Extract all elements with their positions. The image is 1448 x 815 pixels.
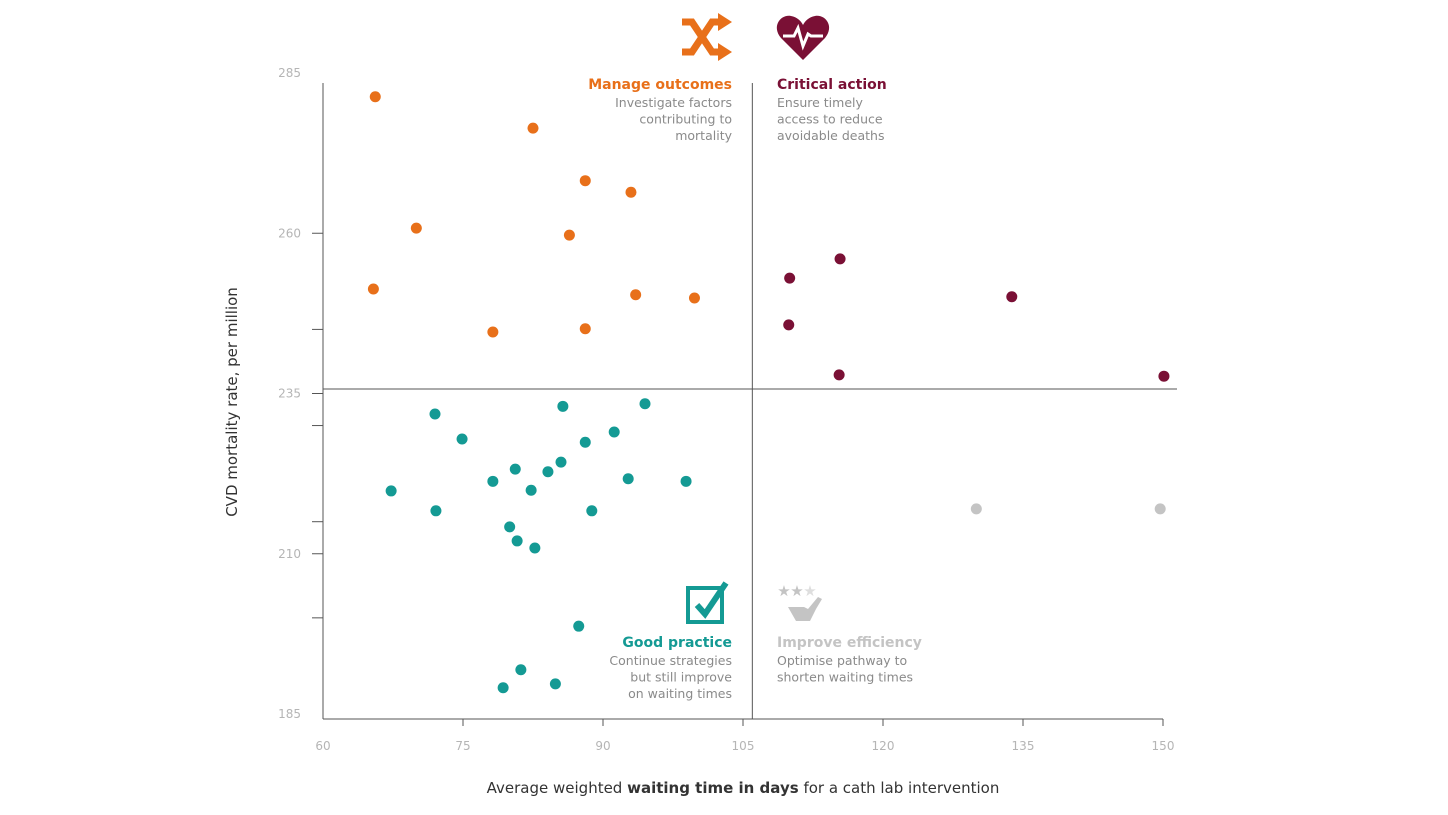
x-axis-label-part: Average weighted bbox=[487, 779, 627, 797]
quadrant-description-line: access to reduce bbox=[777, 112, 883, 127]
quadrant-title-manage: Manage outcomes bbox=[588, 77, 732, 93]
x-tick-label: 150 bbox=[1152, 739, 1175, 753]
data-point-critical bbox=[834, 253, 846, 265]
data-point-good bbox=[385, 485, 397, 497]
data-point-good bbox=[429, 408, 441, 420]
heartbeat-icon bbox=[776, 15, 830, 60]
quadrant-description-line: contributing to bbox=[639, 112, 732, 127]
data-point-good bbox=[430, 505, 442, 517]
data-point-good bbox=[511, 535, 523, 547]
data-point-manage bbox=[367, 283, 379, 295]
star-icon: ★ bbox=[777, 582, 790, 600]
hand-shape bbox=[788, 597, 822, 621]
data-point-good bbox=[579, 436, 591, 448]
quadrant-labels: Manage outcomes Investigate factors contri… bbox=[588, 13, 922, 701]
data-point-good bbox=[525, 484, 537, 496]
checkmark bbox=[694, 581, 729, 619]
x-tick-label: 90 bbox=[595, 739, 610, 753]
data-point-manage bbox=[563, 229, 575, 241]
data-point-manage bbox=[527, 122, 539, 134]
y-tick-label: 210 bbox=[278, 547, 301, 561]
quadrant-description-line: avoidable deaths bbox=[777, 128, 884, 143]
data-point-good bbox=[622, 473, 634, 485]
y-axis-label: CVD mortality rate, per million bbox=[223, 287, 241, 517]
data-point-good bbox=[456, 433, 468, 445]
data-point-improve bbox=[970, 503, 982, 515]
star-icon: ★ bbox=[790, 582, 803, 600]
y-tick-label: 235 bbox=[278, 387, 301, 401]
checkbox-square bbox=[686, 586, 724, 624]
data-point-manage bbox=[625, 186, 637, 198]
x-tick-label: 75 bbox=[455, 739, 470, 753]
y-tick-label: 260 bbox=[278, 226, 301, 240]
data-point-manage bbox=[688, 292, 700, 304]
data-point-good bbox=[573, 620, 585, 632]
quadrant-description-line: Optimise pathway to bbox=[777, 653, 907, 668]
data-point-good bbox=[608, 426, 620, 438]
quadrant-description-line: on waiting times bbox=[628, 686, 732, 701]
quadrant-description-line: but still improve bbox=[630, 670, 732, 685]
quadrant-title-good: Good practice bbox=[622, 635, 732, 651]
data-point-good bbox=[504, 521, 516, 533]
data-point-manage bbox=[579, 175, 591, 187]
data-point-critical bbox=[1158, 370, 1170, 382]
data-point-manage bbox=[630, 289, 642, 301]
data-point-critical bbox=[1006, 291, 1018, 303]
arrow-head bbox=[718, 13, 732, 31]
x-axis-label-part: for a cath lab intervention bbox=[799, 779, 1000, 797]
data-point-good bbox=[549, 678, 561, 690]
data-point-critical bbox=[783, 319, 795, 331]
data-point-good bbox=[557, 400, 569, 412]
data-point-good bbox=[680, 475, 692, 487]
data-point-good bbox=[509, 463, 521, 475]
quadrant-title-improve: Improve efficiency bbox=[777, 635, 922, 651]
pulse-line bbox=[783, 23, 823, 51]
quadrant-description-line: Ensure timely bbox=[777, 95, 863, 110]
data-point-manage bbox=[487, 326, 499, 338]
quadrant-description-line: Investigate factors bbox=[615, 95, 732, 110]
data-point-critical bbox=[784, 272, 796, 284]
data-point-manage bbox=[579, 323, 591, 335]
data-points bbox=[367, 91, 1170, 694]
data-point-good bbox=[515, 664, 527, 676]
data-point-good bbox=[497, 682, 509, 694]
y-tick-label: 285 bbox=[278, 66, 301, 80]
star-icon: ★ bbox=[803, 582, 816, 600]
data-point-good bbox=[639, 398, 651, 410]
data-point-good bbox=[555, 456, 567, 468]
y-tick-label: 185 bbox=[278, 707, 301, 721]
quadrant-description-line: Continue strategies bbox=[609, 653, 732, 668]
data-point-good bbox=[586, 505, 598, 517]
x-tick-label: 60 bbox=[315, 739, 330, 753]
data-point-manage bbox=[369, 91, 381, 103]
quadrant-description-line: mortality bbox=[675, 128, 732, 143]
quadrant-description-line: shorten waiting times bbox=[777, 670, 913, 685]
quadrant-title-critical: Critical action bbox=[777, 77, 887, 93]
arrow-head bbox=[718, 43, 732, 61]
heart-shape bbox=[776, 15, 830, 60]
data-point-good bbox=[487, 475, 499, 487]
x-axis-label-bold: waiting time in days bbox=[627, 779, 799, 797]
data-point-good bbox=[529, 542, 541, 554]
checkbox-icon bbox=[686, 581, 729, 624]
shuffle-path bbox=[682, 18, 720, 56]
x-tick-label: 135 bbox=[1012, 739, 1035, 753]
data-point-critical bbox=[833, 369, 845, 381]
x-axis-label: Average weighted waiting time in days fo… bbox=[487, 779, 1000, 797]
data-point-good bbox=[542, 466, 554, 478]
x-tick-label: 120 bbox=[872, 739, 895, 753]
data-point-manage bbox=[410, 222, 422, 234]
x-tick-label: 105 bbox=[732, 739, 755, 753]
shuffle-icon bbox=[682, 13, 732, 61]
axes: 285 260 235 210 185 60 75 90 105 120 135 150 bbox=[278, 66, 1177, 753]
stars-hand-icon: ★ ★ ★ bbox=[777, 582, 822, 621]
data-point-improve bbox=[1154, 503, 1166, 515]
